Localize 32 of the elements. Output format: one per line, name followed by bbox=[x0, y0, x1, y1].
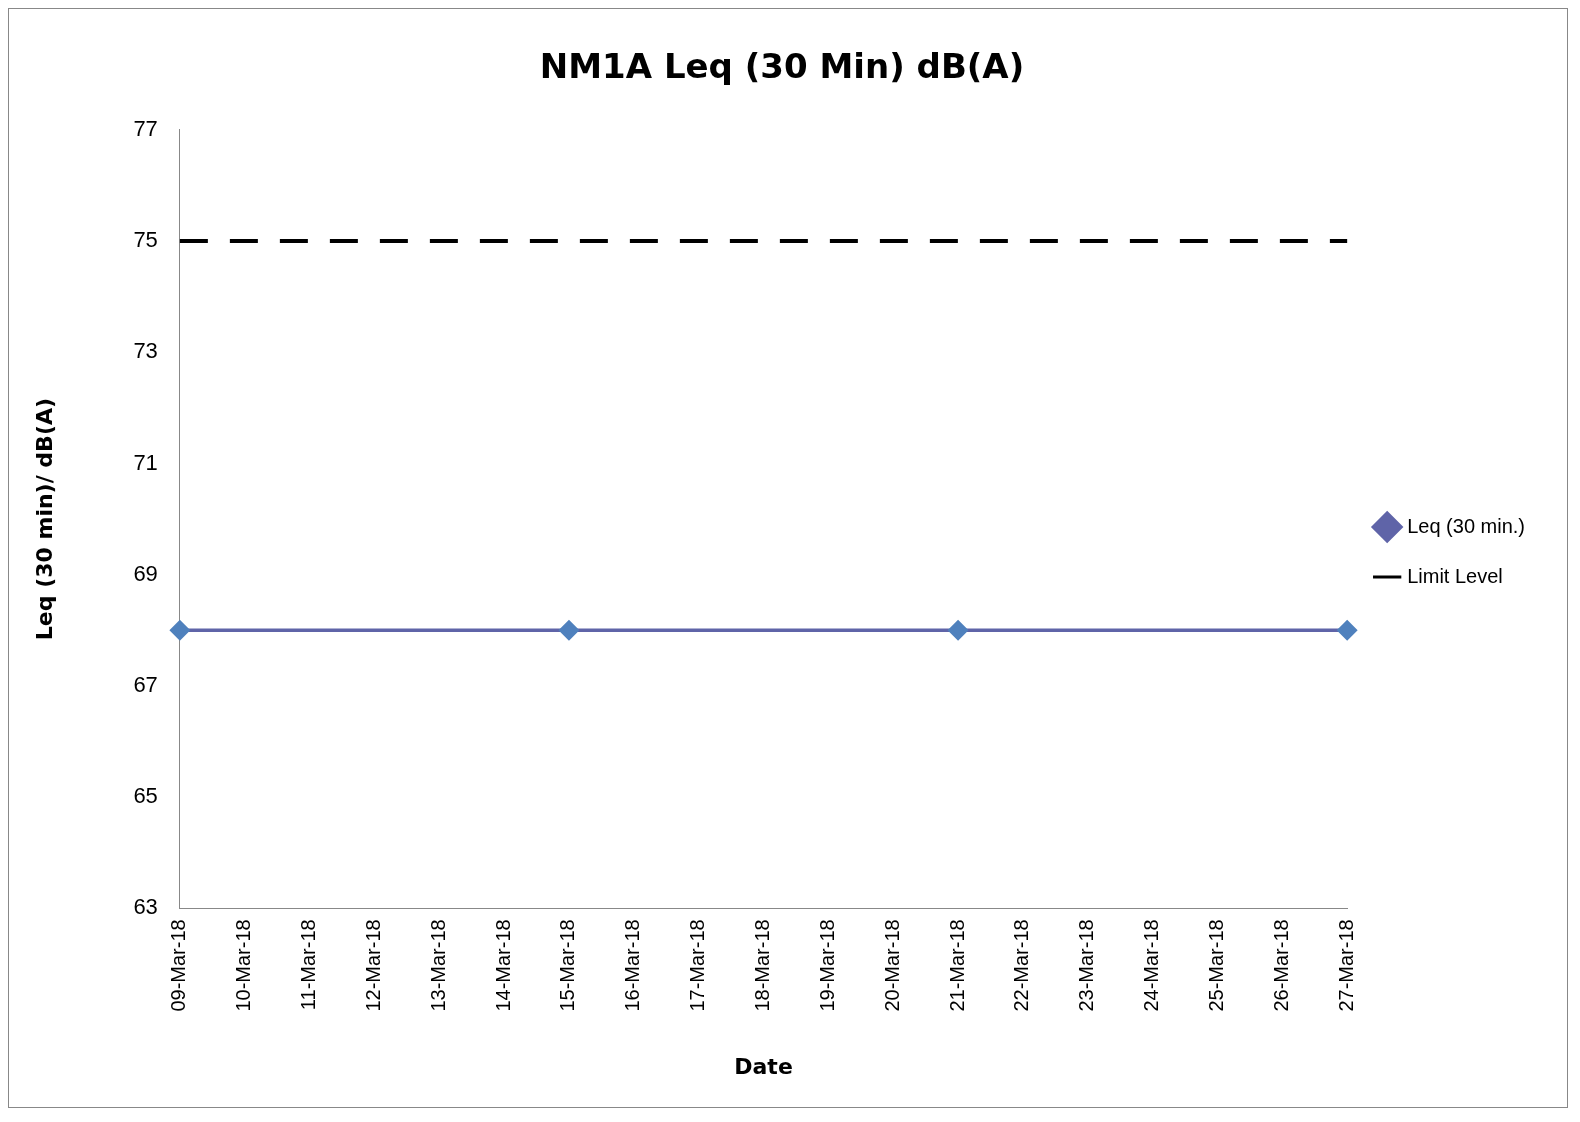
x-tick-label: 23-Mar-18 bbox=[1075, 919, 1098, 1012]
x-tick-label: 19-Mar-18 bbox=[815, 919, 838, 1012]
y-tick-label: 63 bbox=[133, 894, 158, 920]
x-tick-label: 21-Mar-18 bbox=[945, 919, 968, 1012]
chart-title: NM1A Leq (30 Min) dB(A) bbox=[539, 46, 1025, 87]
y-tick-label: 77 bbox=[133, 115, 158, 141]
x-tick-label: 13-Mar-18 bbox=[426, 919, 449, 1012]
x-tick-label: 17-Mar-18 bbox=[686, 919, 709, 1012]
y-tick-label: 67 bbox=[133, 671, 158, 697]
x-tick-label: 22-Mar-18 bbox=[1010, 919, 1033, 1012]
x-tick-label: 25-Mar-18 bbox=[1204, 919, 1227, 1012]
x-tick-label: 18-Mar-18 bbox=[751, 919, 774, 1012]
x-tick-label: 27-Mar-18 bbox=[1334, 919, 1357, 1012]
x-tick-label: 14-Mar-18 bbox=[491, 919, 514, 1012]
x-tick-label: 10-Mar-18 bbox=[232, 919, 255, 1012]
legend-label: Limit Level bbox=[1407, 564, 1503, 587]
x-tick-label: 09-Mar-18 bbox=[167, 919, 190, 1012]
y-axis-title: Leq (30 min)/ dB(A) bbox=[31, 397, 57, 641]
x-tick-label: 20-Mar-18 bbox=[880, 919, 903, 1012]
y-tick-label: 69 bbox=[133, 560, 158, 586]
y-tick-label: 73 bbox=[133, 338, 158, 364]
x-tick-label: 11-Mar-18 bbox=[297, 919, 320, 1011]
y-tick-label: 75 bbox=[133, 227, 158, 253]
y-tick-label: 65 bbox=[133, 783, 158, 809]
legend-label: Leq (30 min.) bbox=[1407, 514, 1526, 537]
x-tick-label: 12-Mar-18 bbox=[361, 919, 384, 1012]
x-tick-label: 16-Mar-18 bbox=[621, 919, 644, 1012]
x-tick-label: 15-Mar-18 bbox=[556, 919, 579, 1012]
x-tick-label: 24-Mar-18 bbox=[1140, 919, 1163, 1012]
x-tick-label: 26-Mar-18 bbox=[1269, 919, 1292, 1012]
x-axis-title: Date bbox=[734, 1053, 793, 1079]
y-tick-label: 71 bbox=[133, 449, 158, 475]
